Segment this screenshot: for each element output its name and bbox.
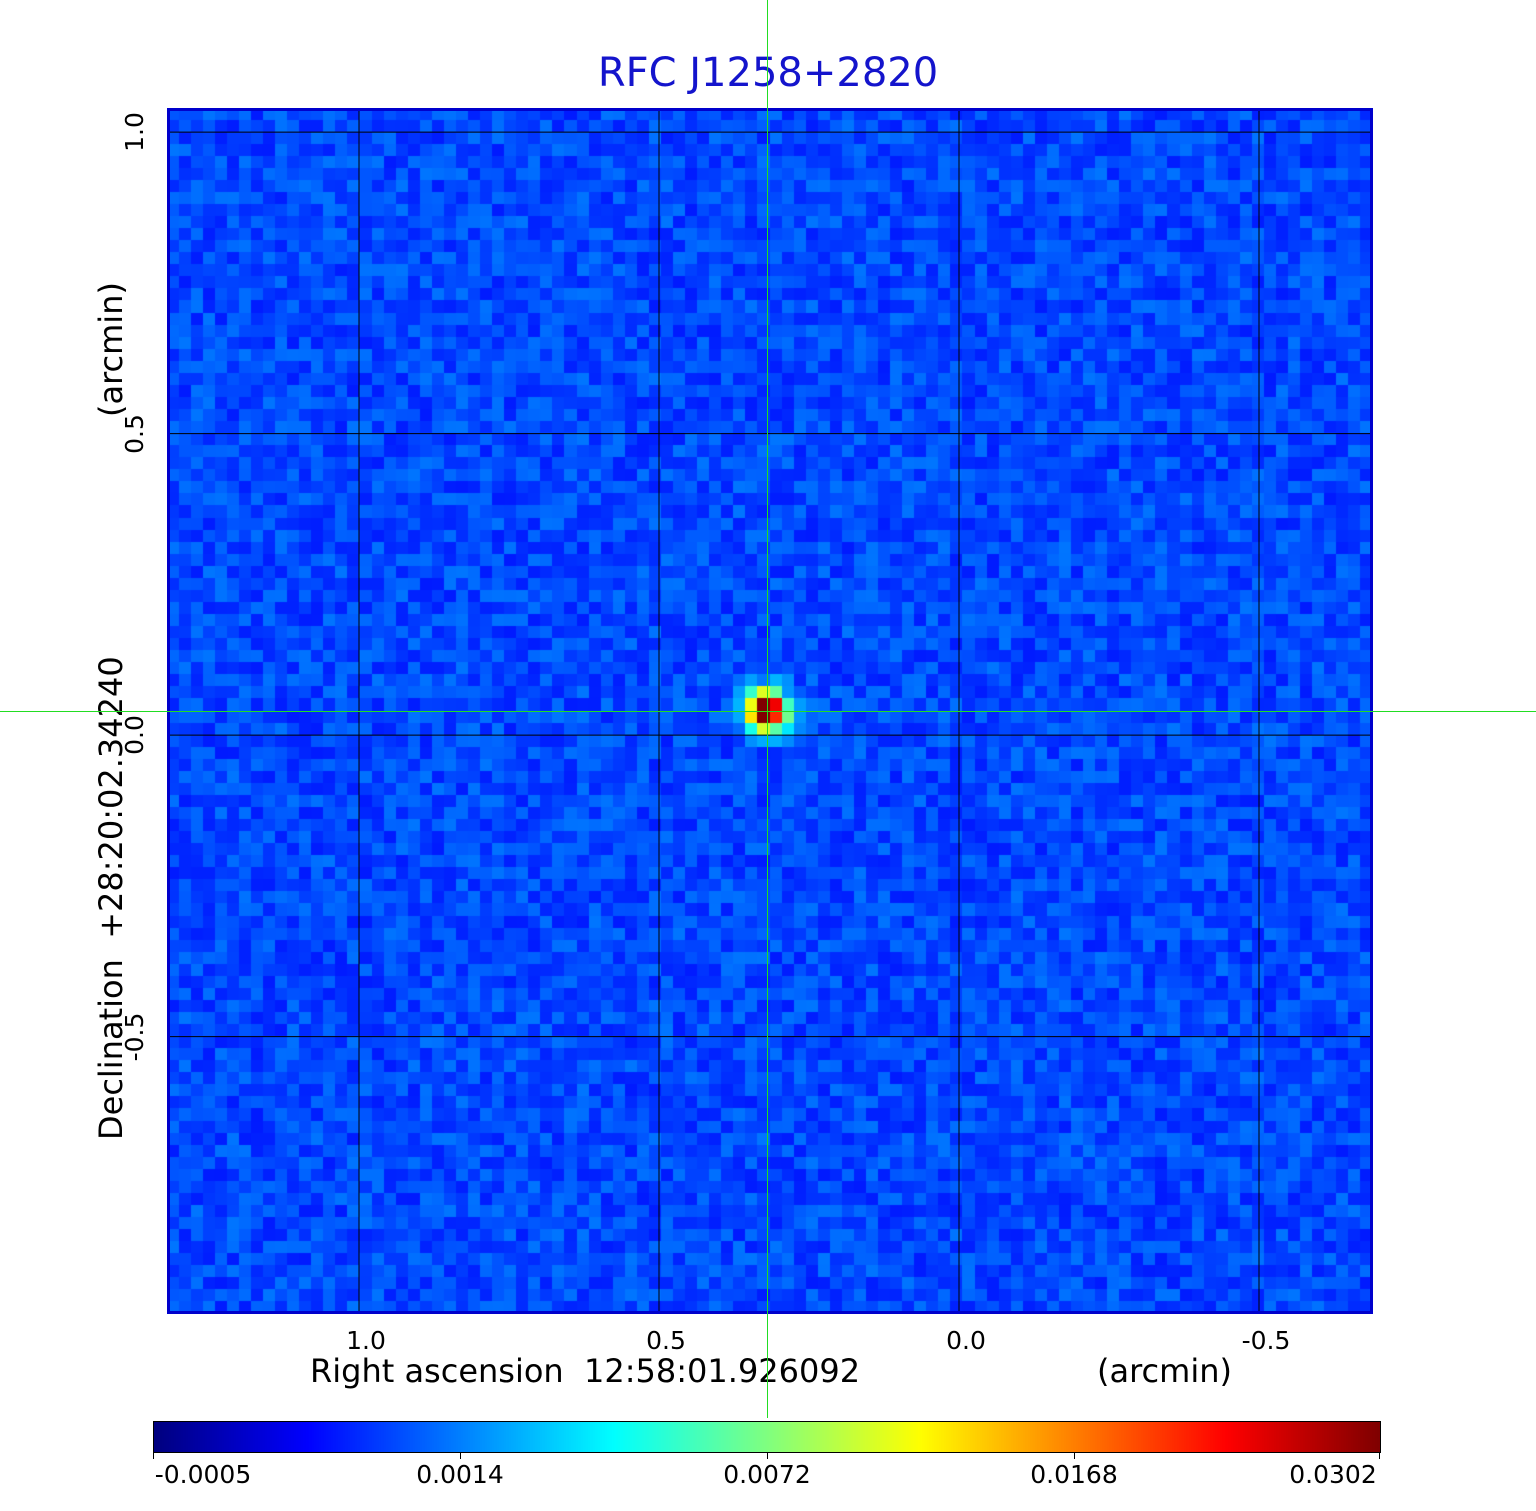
x-tick-label: -0.5 — [1241, 1326, 1291, 1355]
colorbar-tick-label: 0.0168 — [1030, 1460, 1118, 1489]
colorbar-tick-label: 0.0072 — [723, 1460, 811, 1489]
x-tick-label: 0.0 — [946, 1326, 986, 1355]
colorbar-tick-mark — [1379, 1453, 1380, 1459]
colorbar-tick-label: 0.0302 — [1289, 1460, 1377, 1489]
y-tick-label: 0.5 — [120, 413, 149, 454]
y-axis-unit: (arcmin) — [92, 282, 130, 417]
y-tick-label: 1.0 — [120, 112, 149, 152]
colorbar-tick-mark — [767, 1453, 768, 1459]
x-tick-label: 0.5 — [646, 1326, 686, 1355]
chart-title: RFC J1258+2820 — [597, 50, 939, 96]
colorbar-tick-label: 0.0014 — [416, 1460, 504, 1489]
colorbar-tick-mark — [1074, 1453, 1075, 1459]
grid-overlay — [167, 108, 1373, 1314]
colorbar-tick-mark — [460, 1453, 461, 1459]
colorbar-tick-mark — [153, 1453, 154, 1459]
x-tick-label: 1.0 — [346, 1326, 386, 1355]
x-axis-unit: (arcmin) — [1097, 1352, 1232, 1390]
y-axis-label: Declination +28:20:02.34240 — [92, 656, 130, 1140]
colorbar-tick-label: -0.0005 — [154, 1460, 252, 1489]
x-axis-label: Right ascension 12:58:01.926092 — [310, 1352, 861, 1390]
colorbar — [153, 1421, 1381, 1453]
